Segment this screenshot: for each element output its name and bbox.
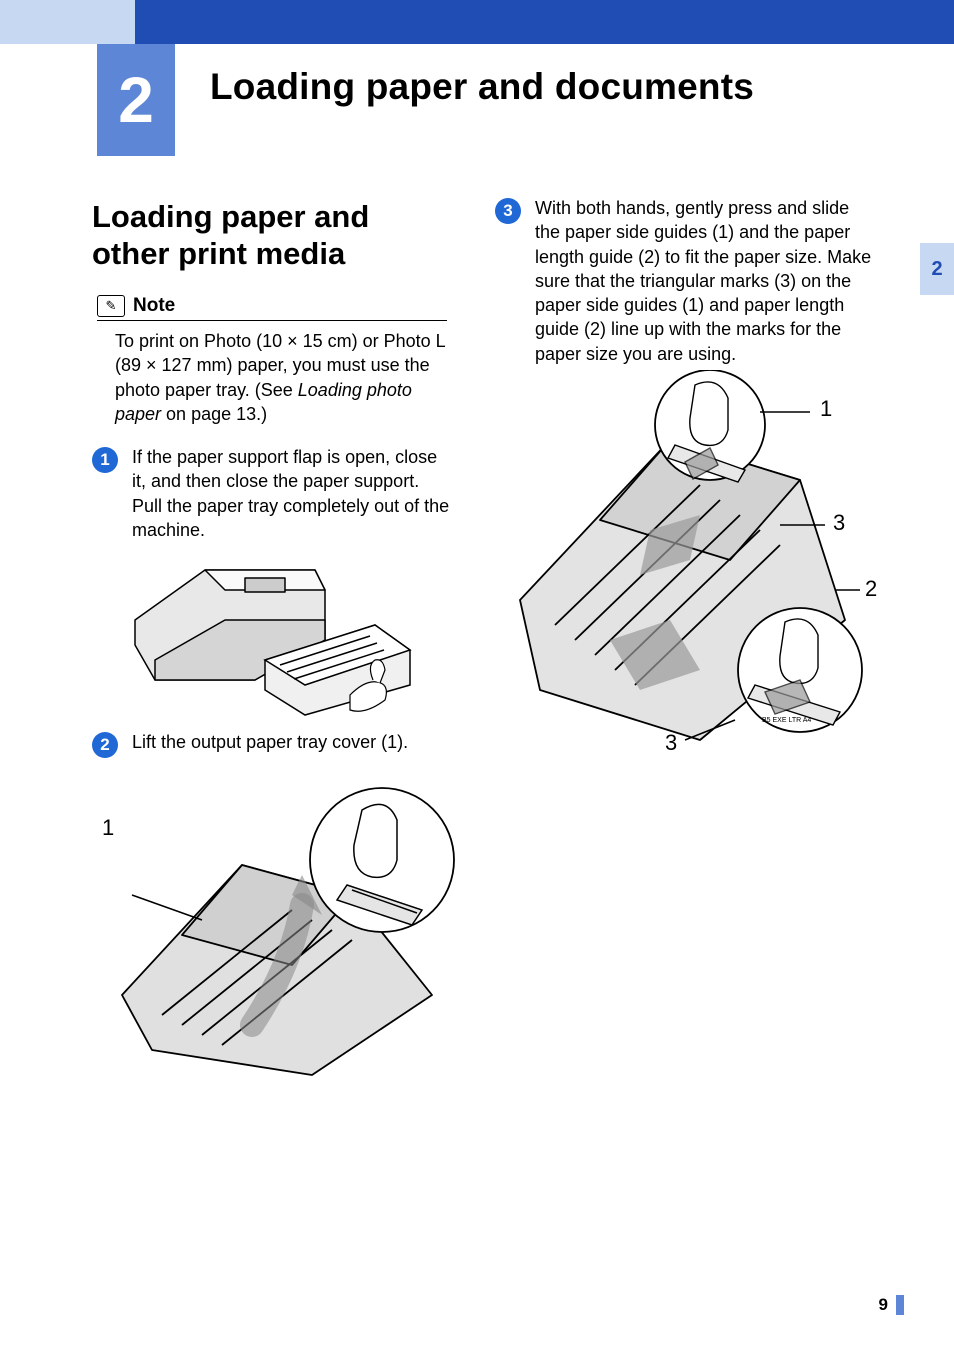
figure-3-callout-3a: 3 — [833, 510, 845, 536]
step-2-text: Lift the output paper tray cover (1). — [132, 730, 452, 754]
figure-2-callout-1: 1 — [102, 815, 114, 841]
figure-3-callout-1: 1 — [820, 396, 832, 422]
step-bullet-1: 1 — [92, 447, 118, 473]
figure-3-callout-2: 2 — [865, 576, 877, 602]
note-body: To print on Photo (10 × 15 cm) or Photo … — [97, 329, 447, 426]
step-2: 2 Lift the output paper tray cover (1). — [92, 730, 452, 758]
header-dark — [135, 0, 954, 44]
note-label: Note — [133, 295, 175, 317]
step-1-text: If the paper support flap is open, close… — [132, 445, 452, 542]
chapter-number: 2 — [118, 63, 154, 137]
side-tab: 2 — [920, 243, 954, 295]
header-band — [0, 0, 954, 44]
chapter-number-block: 2 — [97, 44, 175, 156]
figure-3: B5 EXE LTR A4 1 3 2 3 — [500, 370, 880, 770]
chapter-title: Loading paper and documents — [210, 66, 754, 108]
svg-text:B5 EXE LTR A4: B5 EXE LTR A4 — [762, 717, 811, 724]
page-number-bar — [896, 1295, 904, 1315]
page-number: 9 — [879, 1295, 888, 1315]
note-text-post: on page 13.) — [161, 404, 267, 424]
page-number-block: 9 — [879, 1295, 904, 1315]
step-3: 3 With both hands, gently press and slid… — [495, 196, 875, 366]
note-header: ✎ Note — [97, 295, 447, 321]
step-1: 1 If the paper support flap is open, clo… — [92, 445, 452, 542]
side-tab-number: 2 — [931, 258, 942, 281]
step-3-text: With both hands, gently press and slide … — [535, 196, 875, 366]
note-icon: ✎ — [97, 295, 125, 317]
figure-3-callout-3b: 3 — [665, 730, 677, 756]
step-bullet-3: 3 — [495, 198, 521, 224]
note-box: ✎ Note To print on Photo (10 × 15 cm) or… — [97, 295, 447, 426]
step-bullet-2: 2 — [92, 732, 118, 758]
figure-1 — [115, 550, 415, 720]
section-title: Loading paper and other print media — [92, 198, 452, 272]
header-light — [0, 0, 135, 44]
figure-2: 1 — [92, 765, 462, 1095]
